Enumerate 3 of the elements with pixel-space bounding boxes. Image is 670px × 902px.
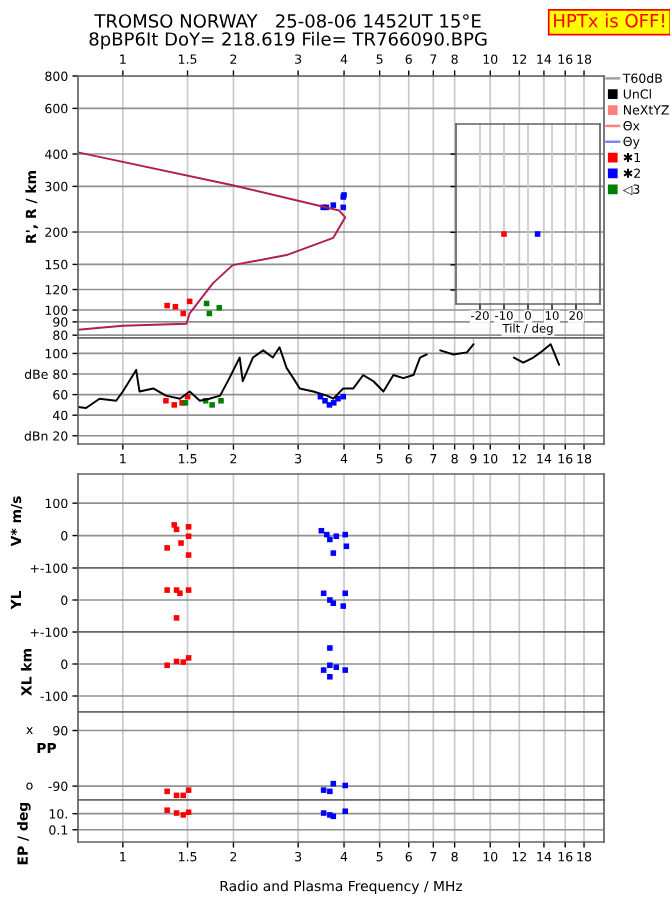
text: HPTx is OFF! [554,13,664,28]
chart-title: TROMSO NORWAY 25-08-06 1452UT 15°E [94,14,481,28]
chart-subtitle: 8pBP6It DoY= 218.619 File= TR766090.BPG [89,31,487,50]
